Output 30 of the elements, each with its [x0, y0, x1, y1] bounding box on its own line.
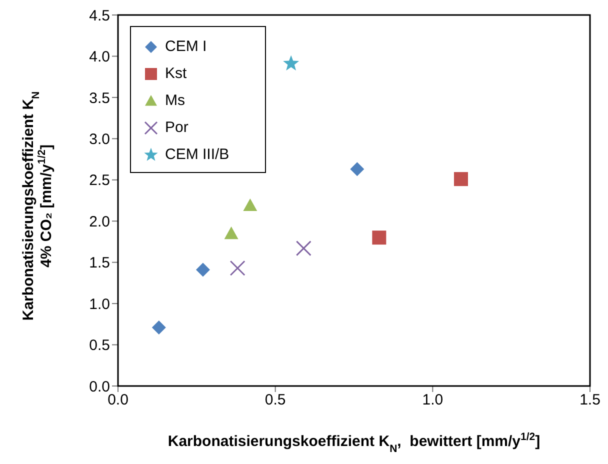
point: [283, 55, 300, 70]
y-tick-label: 0.0: [89, 378, 110, 396]
x-tick-label: 1.0: [422, 392, 444, 409]
y-tick-label: 3.5: [89, 90, 110, 107]
legend-label: Por: [165, 119, 188, 136]
y-tick-label: 1.5: [89, 254, 110, 272]
point: [196, 262, 210, 277]
point: [224, 226, 238, 240]
point: [296, 240, 312, 256]
point: [230, 260, 246, 276]
legend-label: Ms: [165, 92, 185, 109]
point: [454, 172, 468, 186]
y-tick-label: 2.0: [89, 213, 110, 230]
y-tick-label: 2.5: [89, 172, 110, 190]
point: [350, 162, 364, 176]
x-axis-title: Karbonatisierungskoeffizient K$_{N}$, bewittert [mm/y$^{1/2}$]: [168, 431, 540, 455]
x-tick-label: 0.0: [108, 392, 128, 409]
point: [372, 230, 386, 245]
legend-label: CEM III/B: [165, 146, 230, 163]
legend-label: Kst: [165, 65, 187, 82]
y-tick-label: 4.0: [89, 48, 110, 66]
x-tick-label: 1.5: [580, 392, 600, 409]
point: [243, 198, 258, 212]
x-tick-label: 0.5: [264, 392, 286, 409]
y-tick-label: 1.0: [89, 296, 110, 313]
legend-label: CEM I: [165, 38, 207, 55]
point: [152, 320, 166, 334]
y-tick-label: 4.5: [89, 7, 110, 24]
y-tick-label: 3.0: [89, 130, 110, 148]
y-tick-label: 0.5: [89, 337, 110, 354]
